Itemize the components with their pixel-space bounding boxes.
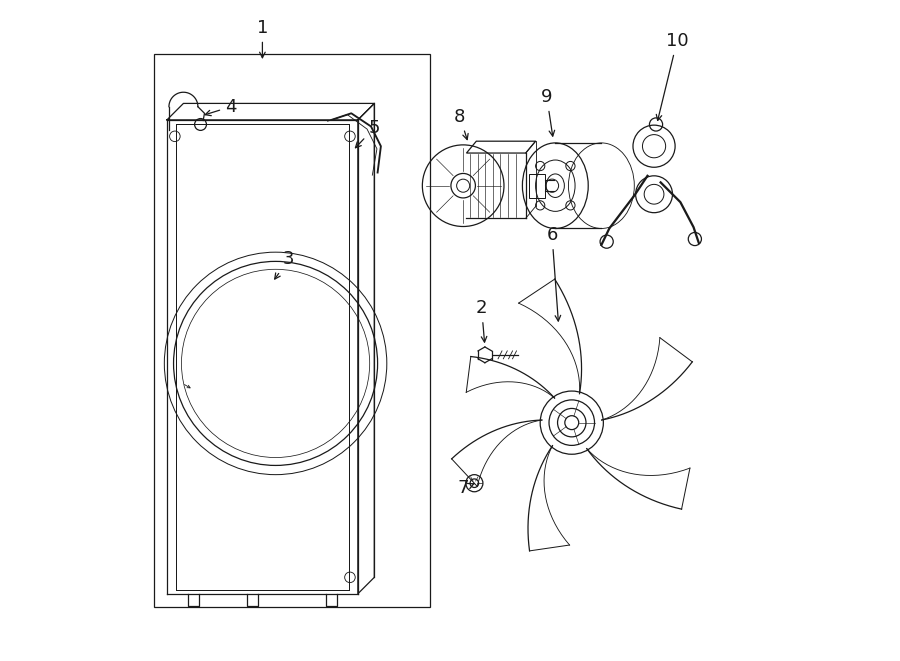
Text: 5: 5	[356, 119, 380, 148]
Text: 3: 3	[274, 251, 294, 279]
Text: 9: 9	[541, 88, 554, 136]
Bar	[529, 174, 545, 198]
Text: 2: 2	[476, 299, 487, 342]
Text: 7: 7	[457, 479, 474, 498]
Text: 6: 6	[546, 226, 561, 321]
Text: 8: 8	[454, 108, 468, 139]
Text: 10: 10	[656, 32, 688, 120]
Text: 1: 1	[256, 19, 268, 58]
Bar	[154, 54, 430, 607]
Text: 4: 4	[205, 98, 237, 116]
